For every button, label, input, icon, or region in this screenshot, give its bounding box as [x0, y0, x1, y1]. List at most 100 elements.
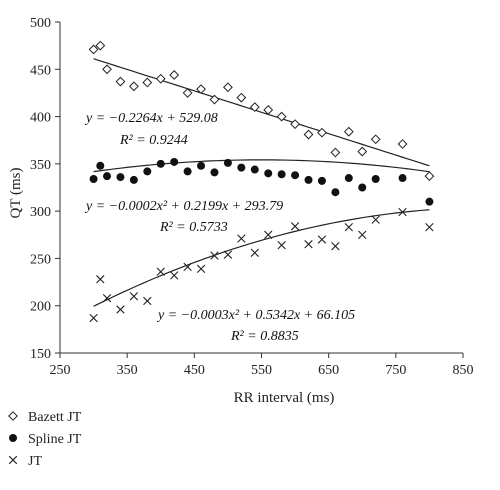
data-point-spline	[264, 169, 273, 178]
y-tick-label: 150	[30, 347, 51, 362]
data-point-jt	[331, 241, 340, 251]
data-point-jt	[250, 248, 259, 257]
data-point-jt	[156, 267, 165, 276]
data-point-bazett	[263, 105, 274, 115]
data-point-spline	[277, 170, 286, 179]
data-point-spline	[156, 159, 165, 168]
data-point-jt	[129, 292, 139, 301]
data-point-bazett	[370, 134, 381, 145]
data-point-spline	[250, 165, 259, 174]
y-tick-label: 300	[30, 205, 51, 220]
legend-label-bazett: Bazett JT	[28, 410, 82, 425]
data-point-jt	[371, 215, 380, 224]
data-point-bazett	[343, 126, 354, 137]
data-point-bazett	[182, 88, 193, 98]
data-point-bazett	[196, 84, 206, 95]
data-point-bazett	[88, 44, 99, 55]
data-point-bazett	[276, 111, 287, 122]
x-tick-label: 450	[184, 363, 205, 378]
equation-spline: y = −0.0002x² + 0.2199x + 293.79	[84, 199, 283, 214]
r2-spline: R² = 0.5733	[159, 220, 228, 235]
data-points	[88, 40, 435, 323]
data-point-jt	[277, 241, 286, 250]
r2-bazett: R² = 0.9244	[119, 133, 188, 148]
data-point-bazett	[223, 82, 233, 93]
data-point-spline	[89, 174, 98, 183]
data-point-spline	[331, 188, 340, 197]
data-point-bazett	[290, 119, 300, 130]
x-tick-label: 650	[318, 363, 339, 378]
data-point-spline	[116, 173, 125, 182]
data-point-spline	[344, 174, 353, 183]
legend-label-spline: Spline JT	[28, 432, 82, 447]
fit-line-spline	[93, 159, 430, 173]
data-point-spline	[129, 175, 138, 184]
data-point-bazett	[330, 147, 341, 158]
data-point-bazett	[209, 94, 220, 105]
data-point-spline	[398, 174, 407, 183]
data-point-bazett	[303, 129, 314, 140]
x-axis-title: RR interval (ms)	[234, 390, 335, 406]
data-point-spline	[170, 157, 179, 166]
data-point-jt	[425, 223, 434, 232]
data-point-jt	[96, 275, 105, 284]
data-point-spline	[425, 197, 434, 206]
data-point-jt	[143, 296, 152, 306]
data-point-bazett	[424, 171, 435, 182]
data-point-spline	[371, 174, 380, 183]
data-point-jt	[183, 262, 192, 272]
legend-marker-jt	[8, 455, 18, 465]
data-point-bazett	[95, 40, 106, 51]
y-tick-label: 200	[30, 300, 51, 315]
data-point-spline	[96, 161, 105, 170]
legend: Bazett JT Spline JT JT	[8, 410, 82, 469]
data-point-jt	[264, 230, 273, 239]
data-point-jt	[304, 240, 313, 249]
y-tick-label: 350	[30, 158, 51, 173]
y-axis-title: QT (ms)	[8, 168, 24, 219]
data-point-bazett	[155, 73, 166, 84]
data-point-bazett	[236, 92, 247, 103]
data-point-bazett	[317, 127, 327, 138]
x-tick-label: 350	[117, 363, 138, 378]
data-point-spline	[183, 167, 192, 176]
y-tick-label: 400	[30, 111, 51, 126]
y-tick-label: 450	[30, 63, 51, 78]
legend-markers	[8, 411, 18, 465]
data-point-bazett	[128, 81, 139, 92]
fit-line-bazett	[93, 58, 430, 167]
data-point-jt	[290, 222, 300, 231]
data-point-jt	[223, 250, 233, 259]
r2-jt: R² = 0.8835	[230, 329, 299, 344]
data-point-jt	[344, 223, 354, 232]
y-tick-label: 500	[30, 16, 51, 31]
equation-jt: y = −0.0003x² + 0.5342x + 66.105	[156, 308, 355, 323]
data-point-spline	[103, 172, 112, 181]
legend-marker-spline	[9, 434, 17, 442]
data-point-jt	[116, 305, 125, 314]
equation-bazett: y = −0.2264x + 529.08	[84, 111, 218, 126]
data-point-spline	[197, 161, 206, 170]
data-point-jt	[398, 207, 407, 217]
data-point-jt	[358, 230, 367, 239]
data-point-jt	[317, 235, 327, 244]
data-point-bazett	[142, 77, 153, 88]
x-tick-label: 250	[50, 363, 71, 378]
data-point-bazett	[397, 139, 408, 149]
data-point-bazett	[115, 76, 126, 87]
data-point-spline	[223, 158, 232, 167]
fit-lines	[93, 58, 430, 307]
x-tick-label: 850	[453, 363, 474, 378]
x-tick-label: 550	[251, 363, 272, 378]
data-point-spline	[304, 175, 313, 184]
data-point-spline	[143, 167, 152, 176]
data-point-bazett	[169, 70, 180, 80]
data-point-spline	[291, 171, 300, 180]
data-point-spline	[358, 183, 367, 192]
data-point-bazett	[102, 64, 112, 75]
data-point-jt	[89, 313, 98, 323]
legend-label-jt: JT	[28, 454, 42, 469]
fit-line-jt	[93, 209, 430, 307]
data-point-jt	[210, 251, 219, 260]
data-point-jt	[102, 293, 112, 303]
